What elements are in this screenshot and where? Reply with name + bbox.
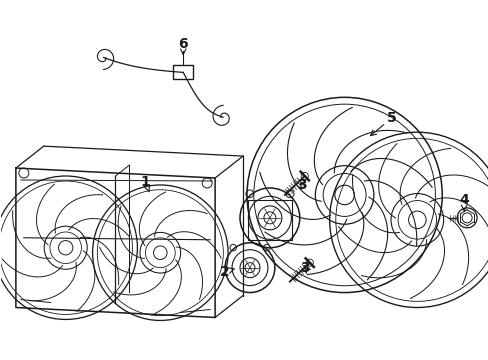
Text: 6: 6 [178, 36, 188, 54]
Bar [173, 66, 193, 80]
Text: 3: 3 [296, 178, 306, 192]
Text: 3: 3 [299, 261, 310, 275]
Text: 2: 2 [220, 265, 234, 279]
Text: 5: 5 [370, 111, 395, 136]
Text: 4: 4 [458, 193, 468, 211]
Text: 1: 1 [140, 175, 150, 192]
